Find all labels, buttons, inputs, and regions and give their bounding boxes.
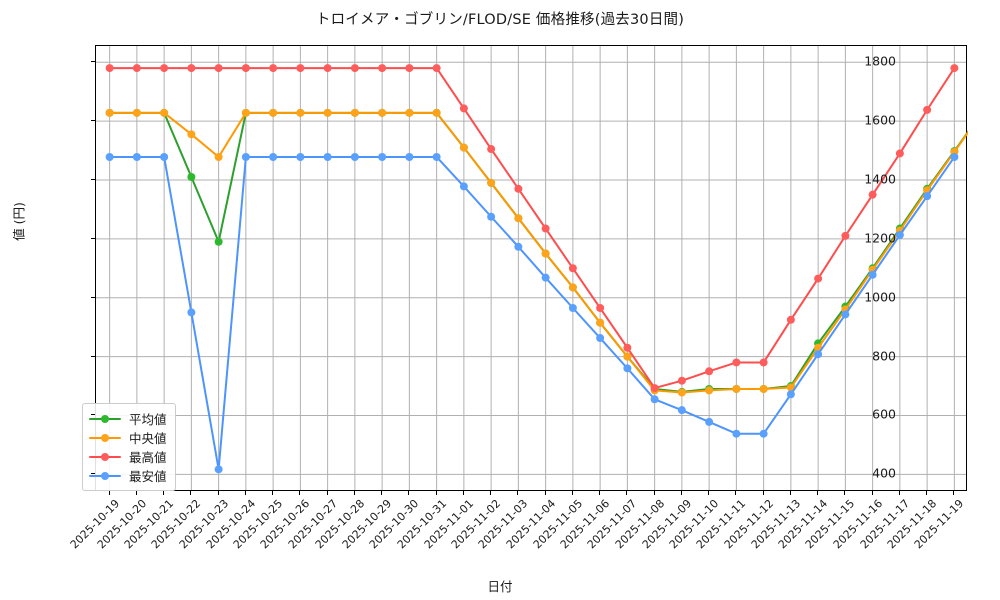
x-axis-tick-mark: [708, 491, 710, 495]
y-axis-label: 値 (円): [11, 202, 27, 241]
x-axis-tick-mark: [108, 491, 110, 495]
x-axis-tick-mark: [272, 491, 274, 495]
x-axis-tick-mark: [462, 491, 464, 495]
y-axis-tick-label: 1600: [864, 112, 896, 128]
y-axis-tick-label: 1000: [864, 289, 896, 305]
legend: 平均値 中央値 最高値 最安値: [82, 403, 176, 491]
x-axis-tick-mark: [490, 491, 492, 495]
x-axis-tick-mark: [353, 491, 355, 495]
x-axis-tick-mark: [626, 491, 628, 495]
x-axis-tick-mark: [299, 491, 301, 495]
x-axis-tick-mark: [435, 491, 437, 495]
legend-item: 平均値: [89, 409, 167, 428]
y-axis-tick-mark: [91, 237, 95, 239]
x-axis-tick-mark: [871, 491, 873, 495]
chart-title: トロイメア・ゴブリン/FLOD/SE 価格推移(過去30日間): [315, 12, 685, 28]
x-axis-tick-mark: [381, 491, 383, 495]
plot-area: [95, 45, 968, 491]
x-axis-tick-mark: [408, 491, 410, 495]
legend-swatch-min-icon: [89, 470, 121, 482]
x-axis-tick-mark: [326, 491, 328, 495]
legend-item: 最安値: [89, 466, 167, 485]
x-axis-tick-mark: [680, 491, 682, 495]
y-axis-tick-label: 400: [872, 465, 896, 481]
y-axis-tick-mark: [91, 355, 95, 357]
y-axis-tick-mark: [91, 61, 95, 63]
x-axis-tick-mark: [571, 491, 573, 495]
x-axis-tick-mark: [953, 491, 955, 495]
grid-lines: [96, 46, 966, 490]
y-axis-tick-mark: [91, 120, 95, 122]
x-axis-tick-mark: [898, 491, 900, 495]
x-axis-tick-mark: [163, 491, 165, 495]
y-axis-tick-mark: [91, 473, 95, 475]
x-axis-tick-mark: [653, 491, 655, 495]
x-axis-tick-mark: [217, 491, 219, 495]
y-axis-tick-label: 600: [872, 406, 896, 422]
series-lines: [96, 46, 968, 490]
y-axis-tick-label: 1800: [864, 53, 896, 69]
x-axis-tick-mark: [135, 491, 137, 495]
x-axis-tick-mark: [244, 491, 246, 495]
y-axis-tick-label: 800: [872, 348, 896, 364]
x-axis-tick-mark: [599, 491, 601, 495]
legend-label-median: 中央値: [129, 431, 167, 446]
x-axis-tick-mark: [817, 491, 819, 495]
legend-label-min: 最安値: [129, 469, 167, 484]
x-axis-tick-mark: [926, 491, 928, 495]
legend-item: 最高値: [89, 447, 167, 466]
y-axis-tick-mark: [91, 296, 95, 298]
legend-item: 中央値: [89, 428, 167, 447]
x-axis-tick-mark: [844, 491, 846, 495]
legend-label-max: 最高値: [129, 450, 167, 465]
y-axis-tick-mark: [91, 414, 95, 416]
legend-swatch-mean-icon: [89, 413, 121, 425]
y-axis-tick-label: 1400: [864, 171, 896, 187]
legend-swatch-max-icon: [89, 451, 121, 463]
y-axis-tick-mark: [91, 178, 95, 180]
x-axis-tick-mark: [517, 491, 519, 495]
legend-label-mean: 平均値: [129, 412, 167, 427]
legend-swatch-median-icon: [89, 432, 121, 444]
x-axis-tick-mark: [190, 491, 192, 495]
x-axis-tick-mark: [762, 491, 764, 495]
x-axis-tick-mark: [544, 491, 546, 495]
x-axis-tick-mark: [789, 491, 791, 495]
y-axis-tick-label: 1200: [864, 230, 896, 246]
x-axis-tick-mark: [735, 491, 737, 495]
x-axis-label: 日付: [487, 579, 513, 594]
